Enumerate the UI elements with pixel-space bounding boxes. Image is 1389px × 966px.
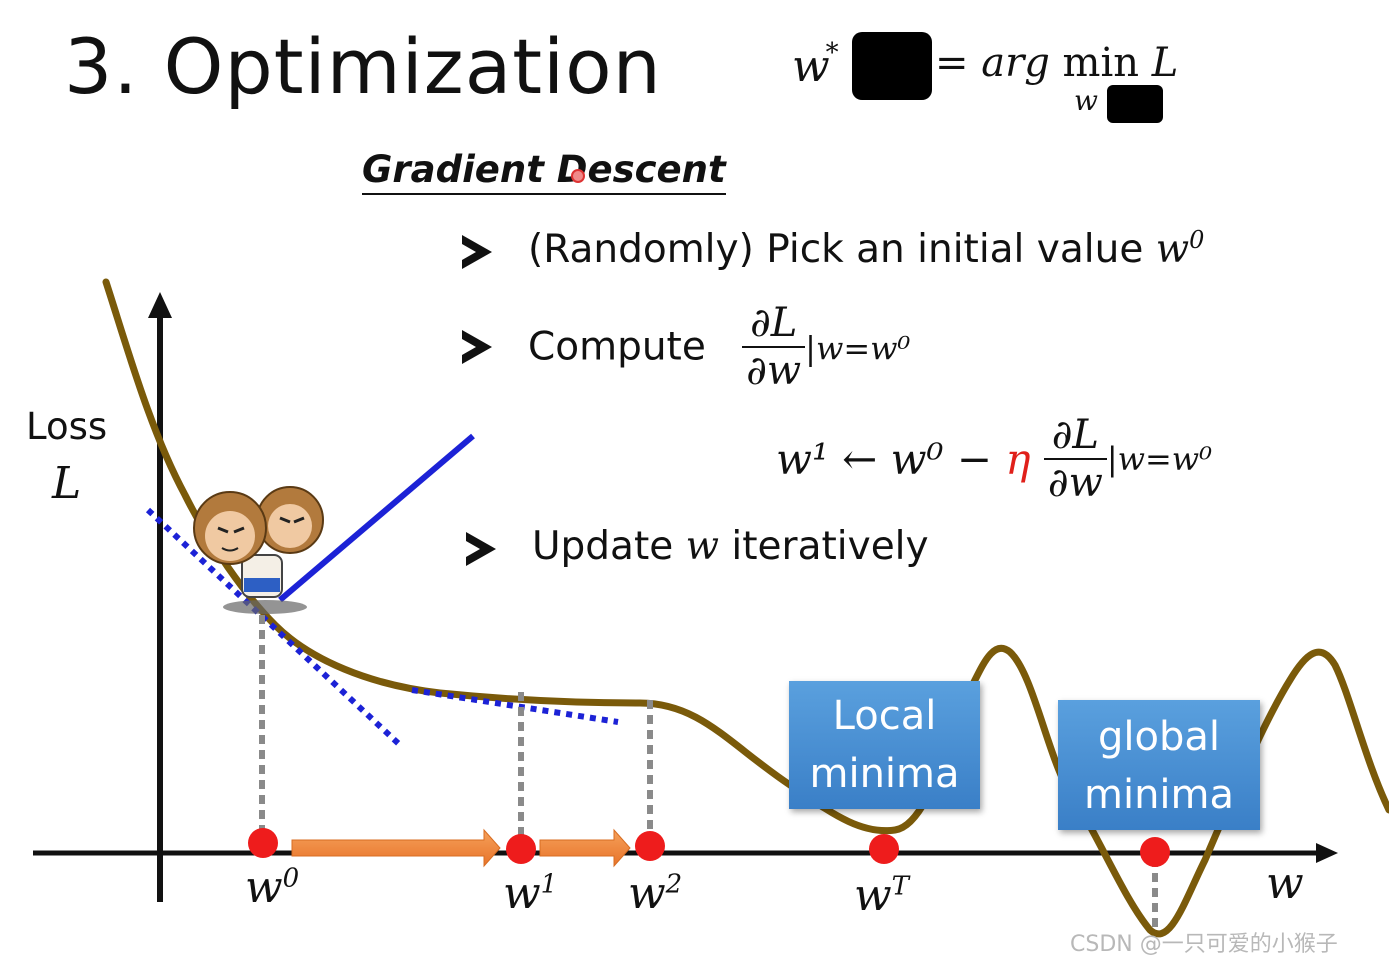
point-w1 bbox=[506, 834, 536, 864]
slide-title: 3. Optimization bbox=[64, 22, 662, 111]
bullet-arrow-icon bbox=[466, 531, 496, 566]
update-equation: w¹ ← w⁰ − η ∂L ∂w |w=w⁰ bbox=[776, 412, 1213, 506]
y-axis-var: L bbox=[52, 458, 82, 509]
point-w0 bbox=[248, 828, 278, 858]
tangent-dotted-w1 bbox=[411, 687, 619, 725]
optimum-formula: w* bbox=[792, 38, 839, 92]
bullet-arrow-icon bbox=[462, 330, 492, 364]
bullet-pick-initial: (Randomly) Pick an initial value w0 bbox=[462, 226, 1204, 272]
bullet-compute: Compute ∂L ∂w |w=w⁰ bbox=[462, 300, 910, 394]
tangent-dotted-w0 bbox=[145, 507, 403, 748]
argmin-text: = arg min L bbox=[935, 40, 1179, 86]
derivative-fraction: ∂L ∂w bbox=[742, 300, 806, 394]
redaction-block-1 bbox=[852, 32, 932, 100]
y-axis-arrow-icon bbox=[148, 292, 172, 318]
x-axis-arrow-icon bbox=[1316, 843, 1338, 863]
monkey-mascot-icon bbox=[193, 486, 324, 614]
x-axis-var: w bbox=[1266, 858, 1304, 909]
point-wT bbox=[869, 834, 899, 864]
step-arrow-2 bbox=[539, 828, 631, 868]
y-axis-label: Loss bbox=[26, 405, 108, 448]
watermark: CSDN @一只可爱的小猴子 bbox=[1070, 932, 1338, 957]
global-minima-box: global minima bbox=[1058, 700, 1260, 830]
point-global bbox=[1140, 837, 1170, 867]
label-w1: w1 bbox=[503, 868, 558, 919]
redaction-block-2 bbox=[1107, 85, 1163, 123]
label-wT: wT bbox=[854, 870, 910, 921]
bullet-arrow-icon bbox=[462, 234, 492, 269]
label-w2: w2 bbox=[628, 868, 683, 919]
local-minima-box: Local minima bbox=[789, 681, 980, 809]
section-title: Gradient Descent bbox=[362, 148, 726, 195]
point-w2 bbox=[635, 831, 665, 861]
step-arrow-1 bbox=[291, 828, 501, 868]
label-w0: w0 bbox=[245, 862, 300, 913]
tangent-solid bbox=[278, 433, 475, 603]
argmin-sub: w bbox=[1074, 84, 1098, 117]
bullet-update: Update w iteratively bbox=[466, 524, 929, 569]
pointer-dot-icon bbox=[571, 169, 585, 183]
